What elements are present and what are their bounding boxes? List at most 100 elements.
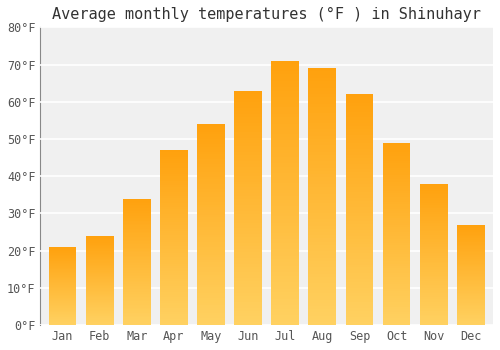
Bar	[457, 275, 484, 276]
Bar	[197, 129, 225, 132]
Bar	[86, 273, 114, 274]
Bar	[346, 140, 374, 143]
Bar	[160, 262, 188, 264]
Bar	[234, 287, 262, 290]
Bar	[420, 311, 448, 313]
Bar	[197, 302, 225, 305]
Bar	[346, 259, 374, 262]
Bar	[382, 170, 410, 173]
Bar	[123, 225, 150, 227]
Bar	[160, 260, 188, 262]
Bar	[420, 238, 448, 240]
Bar	[86, 293, 114, 294]
Bar	[457, 309, 484, 310]
Bar	[234, 267, 262, 270]
Bar	[123, 267, 150, 268]
Bar	[86, 314, 114, 315]
Bar	[308, 206, 336, 210]
Bar	[234, 299, 262, 302]
Bar	[272, 157, 299, 160]
Bar	[308, 84, 336, 88]
Bar	[123, 313, 150, 314]
Bar	[420, 256, 448, 258]
Bar	[382, 186, 410, 188]
Bar	[382, 307, 410, 309]
Bar	[86, 313, 114, 314]
Bar	[197, 180, 225, 182]
Bar	[123, 229, 150, 230]
Bar	[86, 246, 114, 247]
Bar	[123, 238, 150, 240]
Bar	[382, 191, 410, 193]
Bar	[197, 230, 225, 232]
Bar	[272, 286, 299, 289]
Bar	[420, 281, 448, 283]
Bar	[123, 240, 150, 241]
Bar	[86, 303, 114, 304]
Bar	[197, 204, 225, 207]
Bar	[346, 155, 374, 158]
Bar	[160, 288, 188, 290]
Bar	[457, 267, 484, 269]
Bar	[308, 232, 336, 235]
Bar	[346, 299, 374, 302]
Bar	[382, 273, 410, 275]
Bar	[457, 304, 484, 305]
Bar	[48, 315, 76, 316]
Bar	[272, 163, 299, 167]
Bar	[197, 210, 225, 212]
Bar	[420, 201, 448, 203]
Bar	[420, 261, 448, 263]
Bar	[86, 321, 114, 322]
Bar	[160, 273, 188, 275]
Bar	[346, 112, 374, 114]
Bar	[86, 276, 114, 277]
Bar	[308, 123, 336, 126]
Bar	[272, 91, 299, 94]
Bar	[234, 99, 262, 102]
Bar	[86, 292, 114, 293]
Bar	[48, 278, 76, 279]
Bar	[346, 311, 374, 314]
Bar	[48, 280, 76, 281]
Bar	[48, 267, 76, 268]
Bar	[160, 323, 188, 325]
Bar	[272, 299, 299, 302]
Bar	[234, 284, 262, 287]
Bar	[382, 204, 410, 206]
Bar	[160, 229, 188, 231]
Bar	[308, 293, 336, 296]
Bar	[272, 133, 299, 137]
Bar	[234, 161, 262, 164]
Bar	[197, 199, 225, 202]
Bar	[308, 155, 336, 158]
Bar	[234, 184, 262, 187]
Bar	[197, 308, 225, 310]
Bar	[197, 245, 225, 247]
Bar	[420, 219, 448, 221]
Bar	[308, 284, 336, 287]
Bar	[420, 221, 448, 223]
Bar	[48, 289, 76, 290]
Bar	[457, 298, 484, 299]
Bar	[346, 117, 374, 120]
Bar	[86, 307, 114, 308]
Bar	[272, 71, 299, 74]
Bar	[346, 175, 374, 178]
Bar	[420, 249, 448, 251]
Bar	[420, 260, 448, 261]
Bar	[123, 249, 150, 251]
Bar	[48, 321, 76, 322]
Bar	[197, 232, 225, 235]
Bar	[346, 233, 374, 236]
Bar	[382, 177, 410, 179]
Bar	[160, 286, 188, 288]
Bar	[272, 173, 299, 176]
Bar	[346, 114, 374, 117]
Bar	[197, 255, 225, 257]
Bar	[272, 312, 299, 315]
Bar	[197, 189, 225, 192]
Bar	[160, 166, 188, 168]
Bar	[272, 84, 299, 87]
Bar	[123, 276, 150, 278]
